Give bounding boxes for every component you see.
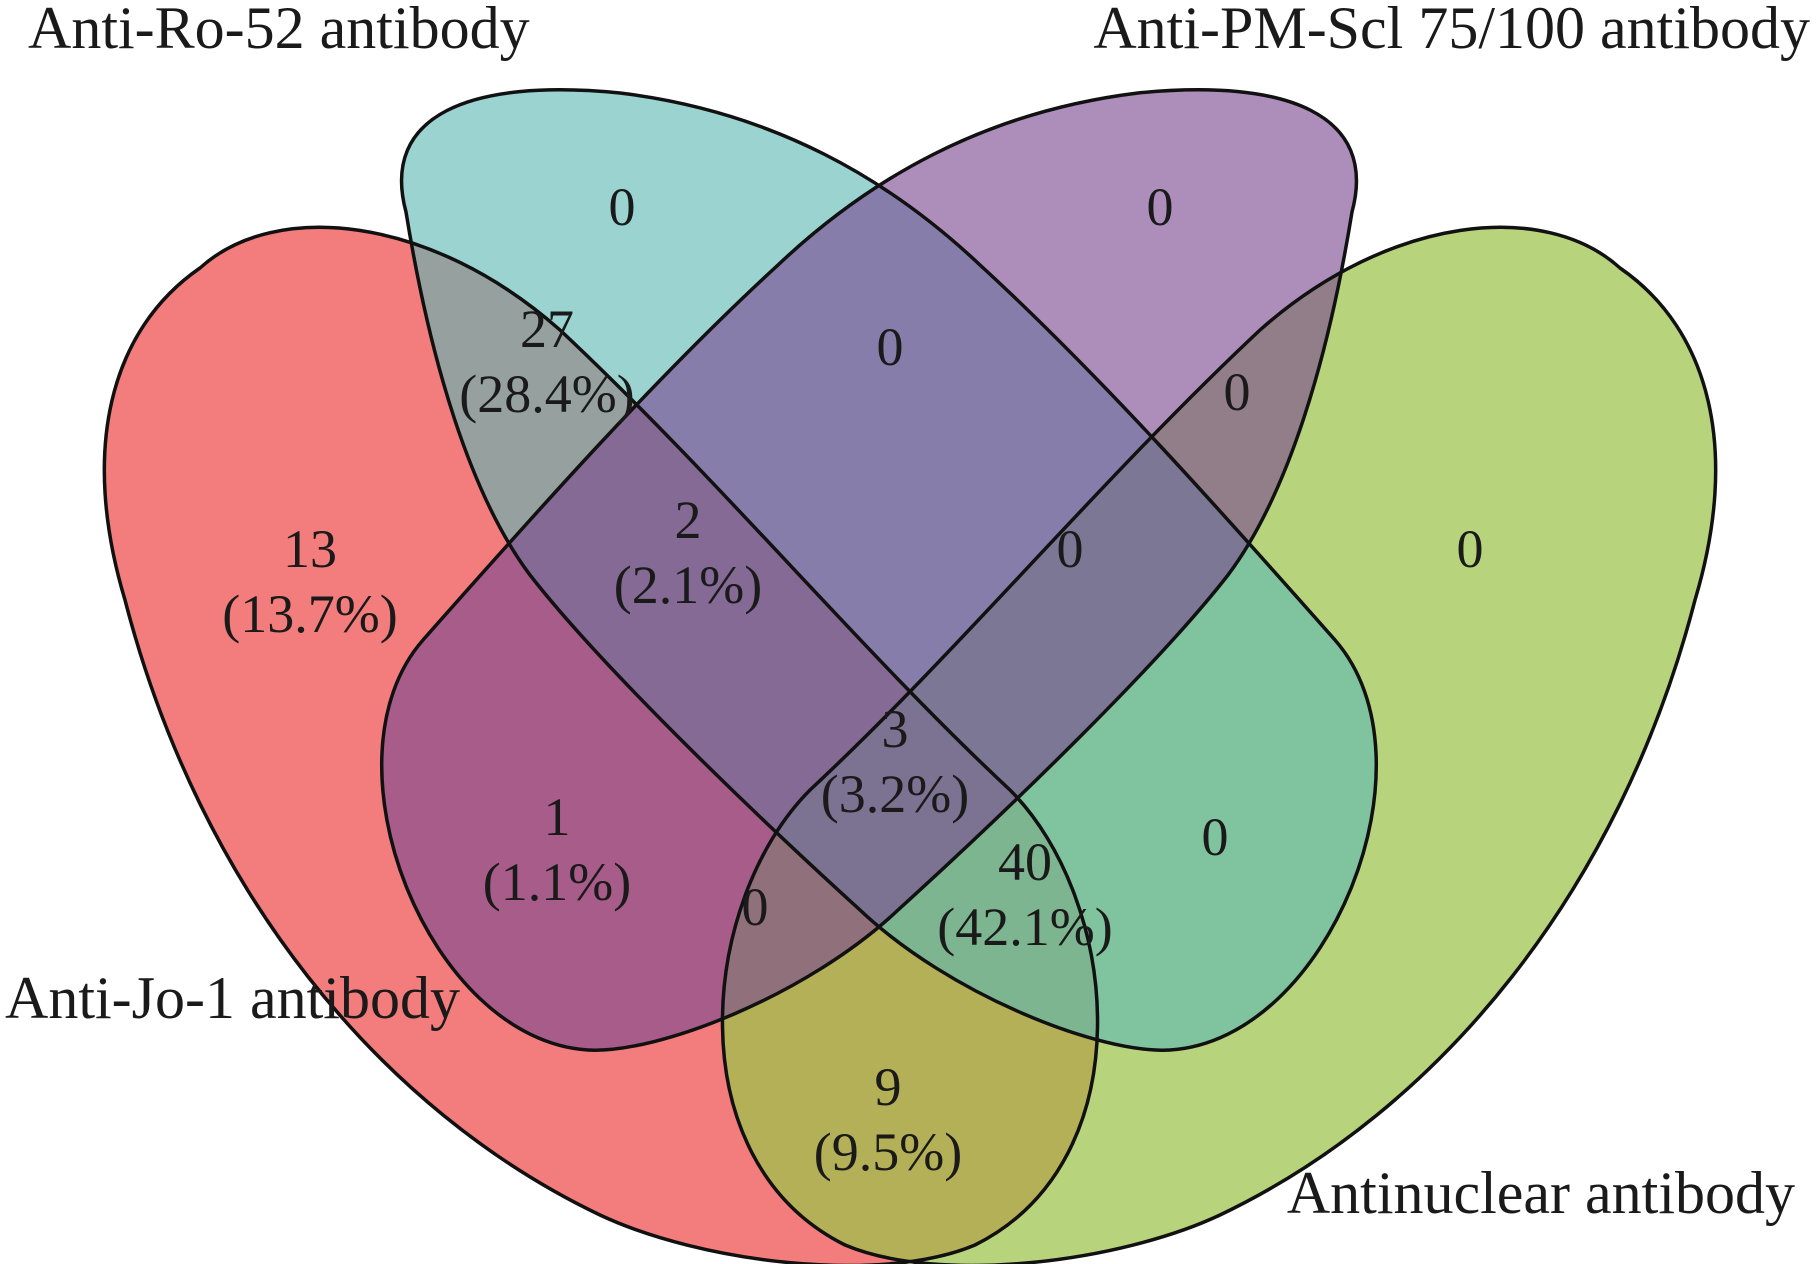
- set-label-ana: Antinuclear antibody: [1287, 1160, 1795, 1226]
- region-count-jo1-only: 13: [283, 519, 337, 579]
- region-count-pm-only: 0: [1147, 177, 1174, 237]
- region-count-ro52-only: 0: [609, 177, 636, 237]
- region-count-all-four: 3: [882, 699, 909, 759]
- set-label-ro52: Anti-Ro-52 antibody: [28, 0, 530, 61]
- region-count-ro52-pm-ana: 0: [1057, 519, 1084, 579]
- region-count-ro52-pm: 0: [877, 317, 904, 377]
- region-percent-all-four: (3.2%): [821, 764, 969, 824]
- region-count-ro52-ana: 0: [1202, 807, 1229, 867]
- region-percent-jo1-ro52-ana: (42.1%): [937, 897, 1112, 957]
- region-count-jo1-ro52: 27: [520, 299, 574, 359]
- region-count-jo1-ro52-ana: 40: [998, 832, 1052, 892]
- region-percent-jo1-ro52: (28.4%): [459, 364, 634, 424]
- set-label-jo1: Anti-Jo-1 antibody: [5, 965, 460, 1031]
- region-count-jo1-pm: 1: [544, 787, 571, 847]
- region-percent-jo1-ro52-pm: (2.1%): [614, 555, 762, 615]
- region-count-jo1-pm-ana: 0: [742, 877, 769, 937]
- region-count-pm-ana: 0: [1224, 362, 1251, 422]
- region-percent-jo1-ana: (9.5%): [814, 1122, 962, 1182]
- region-percent-jo1-pm: (1.1%): [483, 852, 631, 912]
- region-count-ana-only: 0: [1457, 519, 1484, 579]
- set-label-pm: Anti-PM-Scl 75/100 antibody: [1093, 0, 1810, 61]
- region-percent-jo1-only: (13.7%): [222, 584, 397, 644]
- set-fills: [104, 89, 1716, 1264]
- region-count-jo1-ana: 9: [875, 1057, 902, 1117]
- region-count-jo1-ro52-pm: 2: [675, 490, 702, 550]
- region-labels: 0 0 27 (28.4%) 0 0 13 (13.7%) 2 (2.1%) 0…: [222, 177, 1483, 1182]
- set-labels: Anti-Ro-52 antibody Anti-PM-Scl 75/100 a…: [5, 0, 1810, 1226]
